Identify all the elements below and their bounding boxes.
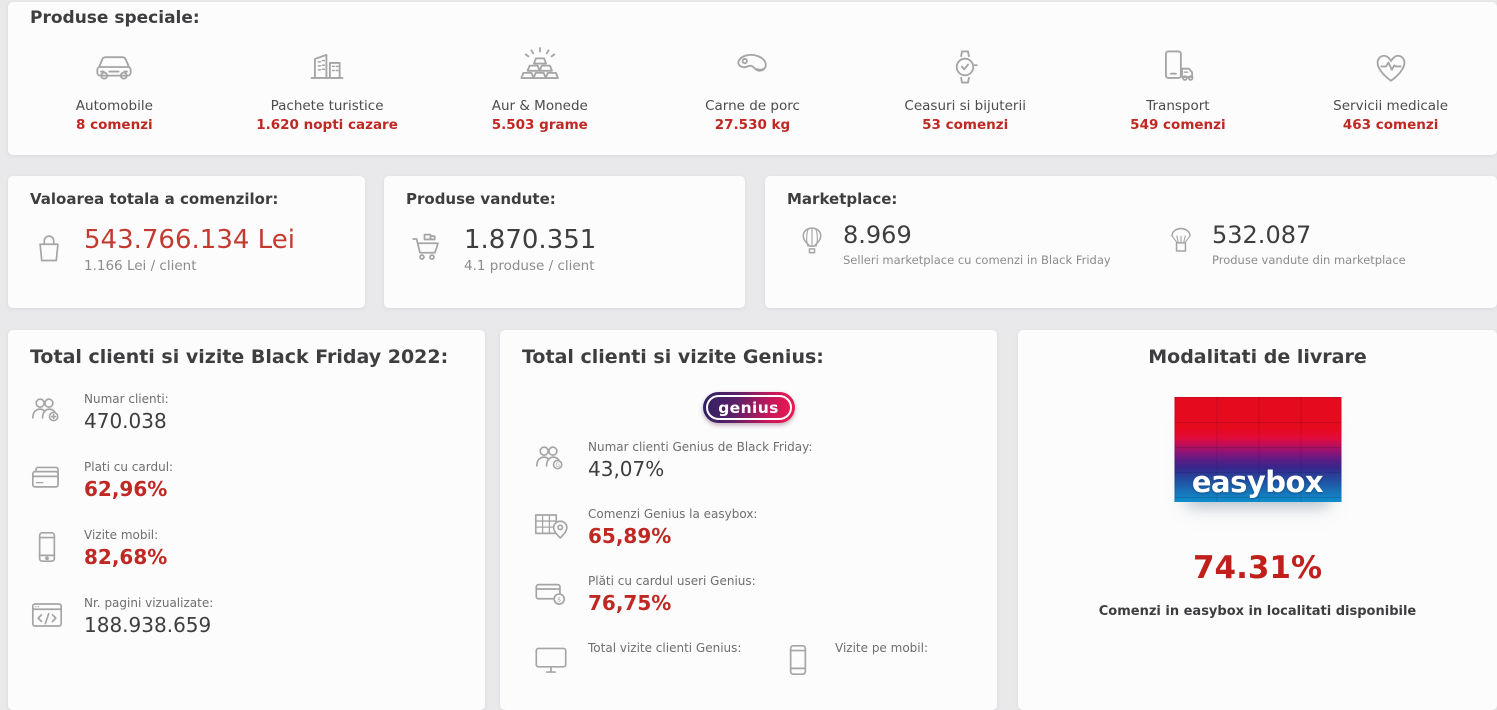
special-item-carne-de-porc: Carne de porc 27.530 kg bbox=[646, 34, 859, 133]
easybox-logo: easybox bbox=[1174, 397, 1341, 502]
stat-numar-clienti: Numar clienti: 470.038 bbox=[26, 390, 213, 434]
stat-vizite-mobil-genius: Vizite pe mobil: bbox=[777, 639, 928, 683]
marketplace-card: Marketplace: 8.969 Selleri marketplace c… bbox=[765, 176, 1497, 308]
stat-label: Vizite pe mobil: bbox=[835, 641, 928, 655]
monitor-icon bbox=[530, 639, 572, 681]
marketplace-sellers-value: 8.969 bbox=[843, 221, 912, 249]
products-sold-value: 1.870.351 bbox=[464, 225, 597, 255]
delivery-title: Modalitati de livrare bbox=[1148, 346, 1367, 368]
code-window-icon bbox=[26, 594, 68, 636]
stat-label: Vizite mobil: bbox=[84, 528, 159, 542]
genius-logo-text: genius bbox=[718, 398, 779, 417]
genius-logo: genius bbox=[702, 392, 795, 423]
stat-label: Plăti cu cardul useri Genius: bbox=[588, 574, 756, 588]
stat-clienti-genius: G Numar clienti Genius de Black Friday: … bbox=[530, 438, 928, 482]
special-item-value: 5.503 grame bbox=[491, 117, 588, 133]
heart-pulse-icon bbox=[1368, 34, 1414, 90]
stat-value: 65,89% bbox=[588, 524, 672, 548]
stat-value: 470.038 bbox=[84, 409, 167, 433]
special-item-automobile: Automobile 8 comenzi bbox=[8, 34, 221, 133]
orders-value-card: Valoarea totala a comenzilor: 543.766.13… bbox=[8, 176, 365, 308]
stat-plati-genius: $ Plăti cu cardul useri Genius: 76,75% bbox=[530, 572, 928, 616]
svg-text:$: $ bbox=[557, 596, 561, 603]
easybox-logo-text: easybox bbox=[1191, 465, 1324, 499]
parachute-box-icon bbox=[1162, 222, 1200, 260]
orders-total-value: 543.766.134 Lei bbox=[84, 225, 295, 255]
clients-bf-title: Total clienti si vizite Black Friday 202… bbox=[30, 346, 449, 368]
stat-pagini-vizualizate: Nr. pagini vizualizate: 188.938.659 bbox=[26, 594, 213, 638]
users-genius-icon: G bbox=[530, 438, 572, 480]
stat-value: 188.938.659 bbox=[84, 613, 212, 637]
stat-value: 82,68% bbox=[84, 545, 168, 569]
orders-per-client: 1.166 Lei / client bbox=[84, 257, 197, 274]
stat-value: 43,07% bbox=[588, 457, 665, 481]
pork-meat-icon bbox=[729, 34, 775, 90]
special-item-value: 549 comenzi bbox=[1130, 117, 1226, 133]
stat-vizite-mobil: Vizite mobil: 82,68% bbox=[26, 526, 213, 570]
credit-cards-icon bbox=[26, 458, 68, 500]
special-item-name: Automobile bbox=[75, 98, 153, 114]
stat-label: Plati cu cardul: bbox=[84, 460, 174, 474]
genius-card: Total clienti si vizite Genius: genius G… bbox=[500, 330, 997, 710]
stat-label: Total vizite clienti Genius: bbox=[588, 641, 742, 655]
genius-title: Total clienti si vizite Genius: bbox=[522, 346, 824, 368]
easybox-percentage-label: Comenzi in easybox in localitati disponi… bbox=[1098, 604, 1417, 619]
special-item-transport: Transport 549 comenzi bbox=[1072, 34, 1285, 133]
watch-icon bbox=[942, 34, 988, 90]
users-plus-icon bbox=[26, 390, 68, 432]
car-icon bbox=[91, 34, 137, 90]
hot-air-balloon-icon bbox=[793, 222, 831, 260]
products-sold-card: Produse vandute: 1.870.351 4.1 produse /… bbox=[384, 176, 745, 308]
special-item-name: Carne de porc bbox=[705, 98, 800, 114]
stat-label: Comenzi Genius la easybox: bbox=[588, 507, 758, 521]
marketplace-products-value: 532.087 bbox=[1212, 221, 1312, 249]
special-item-value: 1.620 nopti cazare bbox=[256, 117, 398, 133]
marketplace-title: Marketplace: bbox=[787, 190, 898, 208]
marketplace-sellers-label: Selleri marketplace cu comenzi in Black … bbox=[843, 253, 1111, 268]
special-item-value: 27.530 kg bbox=[714, 117, 791, 133]
stat-label: Numar clienti: bbox=[84, 392, 169, 406]
orders-value-title: Valoarea totala a comenzilor: bbox=[30, 190, 279, 208]
special-item-aur-monede: Aur & Monede 5.503 grame bbox=[433, 34, 646, 133]
special-item-servicii-medicale: Servicii medicale 463 comenzi bbox=[1284, 34, 1497, 133]
produse-speciale-card: Produse speciale: Automobile 8 comenzi bbox=[8, 2, 1497, 155]
mobile-icon bbox=[777, 639, 819, 681]
phone-truck-icon bbox=[1155, 34, 1201, 90]
special-item-ceasuri-bijuterii: Ceasuri si bijuterii 53 comenzi bbox=[859, 34, 1072, 133]
special-item-value: 8 comenzi bbox=[76, 117, 153, 133]
clients-bf-card: Total clienti si vizite Black Friday 202… bbox=[8, 330, 485, 710]
shopping-cart-icon bbox=[406, 228, 450, 272]
smartphone-icon bbox=[26, 526, 68, 568]
easybox-percentage: 74.31% bbox=[1192, 550, 1323, 586]
genius-bottom-row: Total vizite clienti Genius: Vizite pe m… bbox=[530, 639, 928, 683]
buildings-icon bbox=[304, 34, 350, 90]
special-item-name: Pachete turistice bbox=[270, 98, 384, 114]
svg-text:G: G bbox=[555, 463, 560, 469]
special-item-name: Aur & Monede bbox=[491, 98, 588, 114]
locker-pin-icon bbox=[530, 505, 572, 547]
special-item-name: Transport bbox=[1146, 98, 1210, 114]
stat-label: Numar clienti Genius de Black Friday: bbox=[588, 440, 813, 454]
stat-total-vizite-genius: Total vizite clienti Genius: bbox=[530, 639, 777, 683]
gold-bars-icon bbox=[517, 34, 563, 90]
card-coin-icon: $ bbox=[530, 572, 572, 614]
produse-speciale-grid: Automobile 8 comenzi Pachete turistice 1… bbox=[8, 34, 1497, 133]
delivery-card: Modalitati de livrare easybox 74.31% Com… bbox=[1018, 330, 1497, 710]
special-item-pachete-turistice: Pachete turistice 1.620 nopti cazare bbox=[221, 34, 434, 133]
stat-comenzi-easybox: Comenzi Genius la easybox: 65,89% bbox=[530, 505, 928, 549]
products-per-client: 4.1 produse / client bbox=[464, 257, 595, 274]
shopping-bag-icon bbox=[28, 229, 70, 271]
special-item-value: 53 comenzi bbox=[922, 117, 1009, 133]
stat-value: 76,75% bbox=[588, 591, 672, 615]
special-item-value: 463 comenzi bbox=[1342, 117, 1439, 133]
special-item-name: Ceasuri si bijuterii bbox=[904, 98, 1026, 114]
special-item-name: Servicii medicale bbox=[1333, 98, 1449, 114]
stat-plati-cardul: Plati cu cardul: 62,96% bbox=[26, 458, 213, 502]
produse-speciale-title: Produse speciale: bbox=[30, 8, 200, 28]
stat-value: 62,96% bbox=[84, 477, 168, 501]
marketplace-products-label: Produse vandute din marketplace bbox=[1212, 253, 1406, 268]
products-sold-title: Produse vandute: bbox=[406, 190, 556, 208]
stat-label: Nr. pagini vizualizate: bbox=[84, 596, 214, 610]
